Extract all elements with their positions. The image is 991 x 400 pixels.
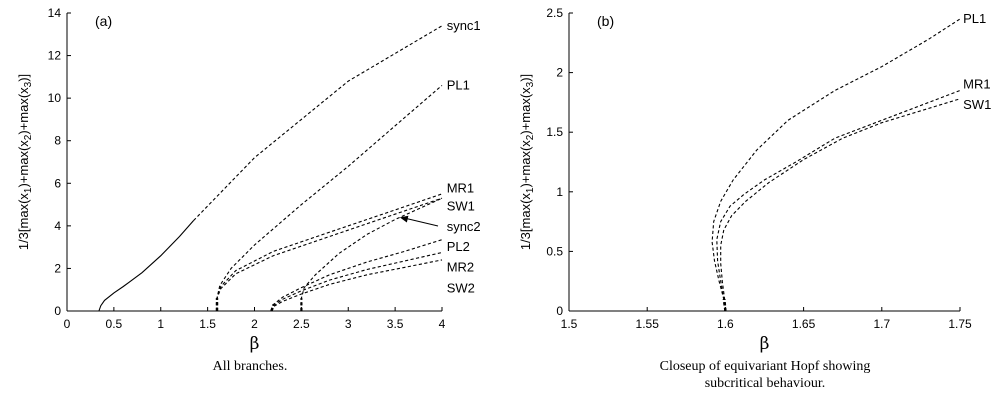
series-label-pl2: PL2: [447, 239, 470, 254]
series-line-sw1: [216, 197, 443, 311]
panel-b-chart: 1.5 1.55 1.6 1.65 1.7 1.75 0 0.5 1 1.5 2 2.5 (b) β 1/3…: [518, 6, 991, 391]
series-line-pl1: [711, 18, 961, 312]
y-label-subscript: 1: [525, 187, 536, 193]
x-tick-label: 3: [345, 317, 352, 331]
x-tick-label: 0.5: [106, 317, 123, 331]
x-tick-label: 2: [251, 317, 258, 331]
series-label-pl1: PL1: [447, 77, 470, 92]
series-line-sync2: [300, 197, 443, 311]
series-label-mr1: MR1: [963, 77, 990, 92]
y-label-part: 1/3[max(x: [518, 193, 533, 251]
y-label-part: 1/3[max(x: [16, 193, 31, 251]
series-label-pl1: PL1: [963, 11, 986, 26]
y-axis-label: 1/3[max(x1)+max(x2)+max(x3)]: [518, 74, 536, 250]
series-label-sw1: SW1: [447, 199, 475, 214]
y-label-part: )+max(x: [518, 87, 533, 135]
branch-start-sw2: [270, 306, 275, 312]
series-label-sw1: SW1: [963, 97, 991, 112]
x-tick-label: 3.5: [387, 317, 404, 331]
y-tick-label: 1.5: [546, 125, 563, 139]
series-label-sync2: sync2: [447, 219, 481, 234]
figure-caption: subcritical behaviour.: [705, 376, 826, 391]
y-axis-label: 1/3[max(x1)+max(x2)+max(x3)]: [16, 74, 34, 250]
y-label-subscript: 1: [23, 187, 34, 193]
y-label-subscript: 3: [525, 81, 536, 87]
panel-label: (a): [95, 13, 112, 29]
y-tick-label: 0.5: [546, 244, 563, 258]
series-line-sync1: [98, 220, 195, 312]
y-tick-label: 2.5: [546, 6, 563, 20]
y-tick-label: 1: [556, 185, 563, 199]
branch-start-sw1: [723, 299, 727, 312]
y-tick-label: 12: [48, 49, 62, 63]
series-label-mr2: MR2: [447, 259, 474, 274]
series-label-sw2: SW2: [447, 281, 475, 296]
y-label-subscript: 2: [525, 134, 536, 140]
y-tick-label: 4: [54, 219, 61, 233]
x-tick-label: 1.75: [948, 317, 972, 331]
series-line-mr1: [716, 89, 961, 312]
panel-label: (b): [597, 13, 614, 29]
y-label-part: )]: [16, 74, 31, 82]
series-label-mr1: MR1: [447, 181, 474, 196]
series-line-sw1: [720, 98, 961, 312]
x-tick-label: 1.7: [873, 317, 890, 331]
series-line-sw2: [270, 259, 443, 312]
y-tick-label: 14: [48, 6, 62, 20]
series-line-pl2: [270, 239, 443, 312]
annotation-arrow-line: [405, 217, 439, 227]
x-tick-label: 1.6: [717, 317, 734, 331]
x-axis-label: β: [760, 334, 770, 354]
series-line-mr1: [216, 193, 443, 311]
x-tick-label: 1: [157, 317, 164, 331]
x-tick-label: 1.65: [792, 317, 816, 331]
y-tick-label: 2: [556, 66, 563, 80]
figure-caption: Closeup of equivariant Hopf showing: [660, 359, 871, 374]
y-label-subscript: 2: [23, 134, 34, 140]
y-tick-label: 8: [54, 134, 61, 148]
y-label-part: )+max(x: [518, 140, 533, 188]
x-tick-label: 1.55: [636, 317, 660, 331]
figure-caption: All branches.: [213, 359, 288, 374]
y-label-part: )+max(x: [16, 140, 31, 188]
x-tick-label: 2.5: [293, 317, 310, 331]
y-tick-label: 10: [48, 91, 62, 105]
x-tick-label: 0: [64, 317, 71, 331]
x-axis-label: β: [250, 334, 260, 354]
y-label-part: )]: [518, 74, 533, 82]
y-label-subscript: 3: [23, 81, 34, 87]
series-line-pl1: [216, 84, 443, 311]
y-label-part: )+max(x: [16, 87, 31, 135]
annotation-arrow-head: [399, 215, 409, 223]
y-tick-label: 6: [54, 176, 61, 190]
series-line-mr2: [270, 251, 443, 312]
series-line-sync1: [193, 25, 443, 221]
y-tick-label: 2: [54, 261, 61, 275]
x-tick-label: 4: [439, 317, 446, 331]
series-label-sync1: sync1: [447, 18, 481, 33]
x-tick-label: 1.5: [561, 317, 578, 331]
y-tick-label: 0: [54, 304, 61, 318]
y-tick-label: 0: [556, 304, 563, 318]
x-tick-label: 1.5: [199, 317, 216, 331]
